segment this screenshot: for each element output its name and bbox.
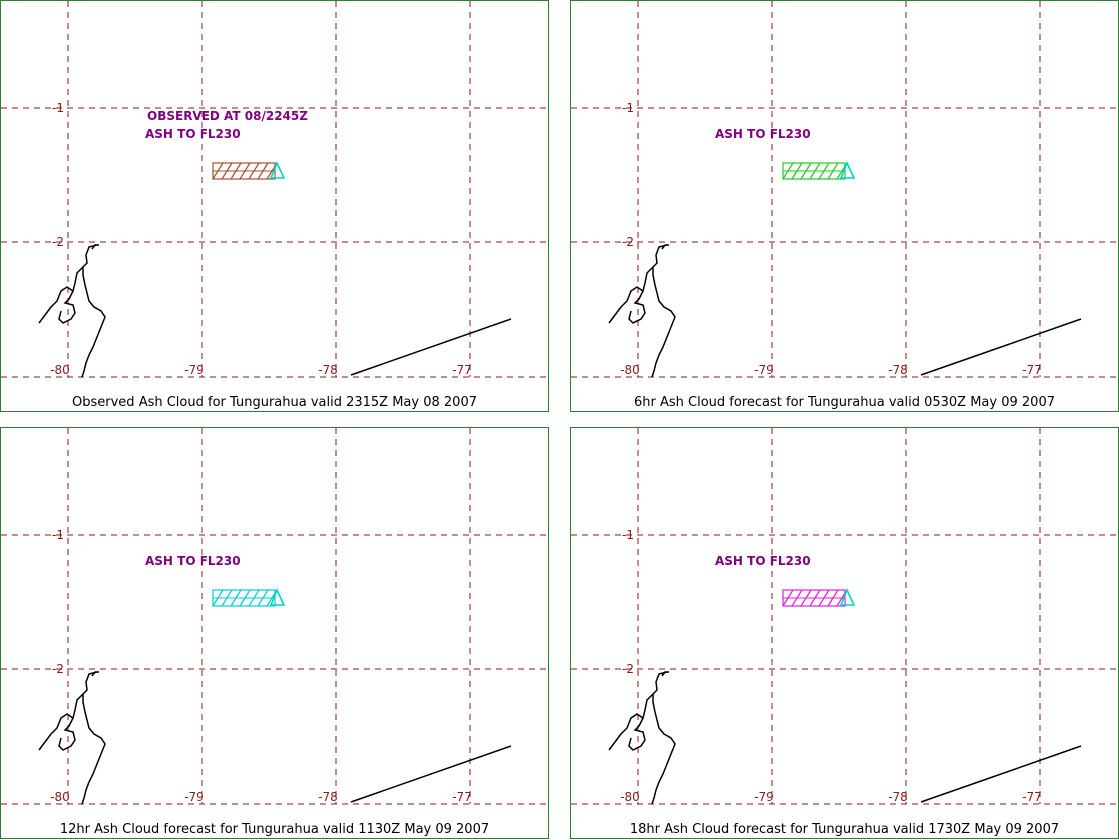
latitude-label: -1 xyxy=(52,528,64,542)
map-canvas: -1 -2 -80 -79 -78 -77 OBSERVED AT 08/2245Z ASH … xyxy=(1,1,550,378)
boundary-line xyxy=(350,745,512,803)
coastline xyxy=(38,671,106,805)
latitude-label: -2 xyxy=(622,662,634,676)
latitude-label: -2 xyxy=(52,662,64,676)
longitude-label: -77 xyxy=(1022,363,1042,377)
ash-level-annotation: ASH TO FL230 xyxy=(145,127,241,141)
boundary-line xyxy=(350,318,512,376)
panel-caption: 18hr Ash Cloud forecast for Tungurahua v… xyxy=(629,822,1060,837)
longitude-label: -80 xyxy=(620,363,640,377)
panel-caption: 6hr Ash Cloud forecast for Tungurahua va… xyxy=(634,395,1055,410)
ash-cloud xyxy=(212,589,278,607)
ash-cloud xyxy=(212,162,278,180)
longitude-label: -77 xyxy=(1022,790,1042,804)
map-panel-2: -1 -2 -80 -79 -78 -77 ASH TO FL230 6hr Ash Clou… xyxy=(570,0,1119,412)
latitude-label: -1 xyxy=(622,528,634,542)
longitude-label: -78 xyxy=(888,790,908,804)
longitude-label: -79 xyxy=(754,790,774,804)
ash-level-annotation: ASH TO FL230 xyxy=(715,127,811,141)
panel-caption: 12hr Ash Cloud forecast for Tungurahua v… xyxy=(59,822,490,837)
latitude-label: -1 xyxy=(52,101,64,115)
boundary-line xyxy=(920,318,1082,376)
latitude-label: -2 xyxy=(52,235,64,249)
longitude-label: -79 xyxy=(754,363,774,377)
longitude-label: -79 xyxy=(184,790,204,804)
longitude-label: -77 xyxy=(452,363,472,377)
latitude-label: -2 xyxy=(622,235,634,249)
longitude-label: -80 xyxy=(620,790,640,804)
longitude-label: -78 xyxy=(318,790,338,804)
coastline xyxy=(608,244,676,378)
ash-level-annotation: ASH TO FL230 xyxy=(145,554,241,568)
coastline xyxy=(38,244,106,378)
ash-level-annotation: ASH TO FL230 xyxy=(715,554,811,568)
map-panel-3: -1 -2 -80 -79 -78 -77 ASH TO FL230 12hr Ash Clo… xyxy=(0,427,550,839)
longitude-label: -77 xyxy=(452,790,472,804)
ash-cloud xyxy=(782,589,848,607)
triangle-icon xyxy=(269,160,286,179)
map-canvas: -1 -2 -80 -79 -78 -77 ASH TO FL230 xyxy=(571,1,1119,378)
coastline xyxy=(608,671,676,805)
map-panel-4: -1 -2 -80 -79 -78 -77 ASH TO FL230 18hr Ash Clo… xyxy=(570,427,1119,839)
longitude-label: -79 xyxy=(184,363,204,377)
map-canvas: -1 -2 -80 -79 -78 -77 ASH TO FL230 xyxy=(1,428,550,805)
boundary-line xyxy=(920,745,1082,803)
panel-caption: Observed Ash Cloud for Tungurahua valid … xyxy=(72,395,477,410)
map-panel-1: -1 -2 -80 -79 -78 -77 OBSERVED AT 08/2245Z ASH … xyxy=(0,0,550,412)
longitude-label: -80 xyxy=(50,790,70,804)
triangle-icon xyxy=(839,587,856,606)
triangle-icon xyxy=(269,587,286,606)
ash-cloud xyxy=(782,162,848,180)
longitude-label: -80 xyxy=(50,363,70,377)
observation-annotation: OBSERVED AT 08/2245Z xyxy=(147,109,308,123)
longitude-label: -78 xyxy=(318,363,338,377)
map-canvas: -1 -2 -80 -79 -78 -77 ASH TO FL230 xyxy=(571,428,1119,805)
triangle-icon xyxy=(839,160,856,179)
latitude-label: -1 xyxy=(622,101,634,115)
longitude-label: -78 xyxy=(888,363,908,377)
